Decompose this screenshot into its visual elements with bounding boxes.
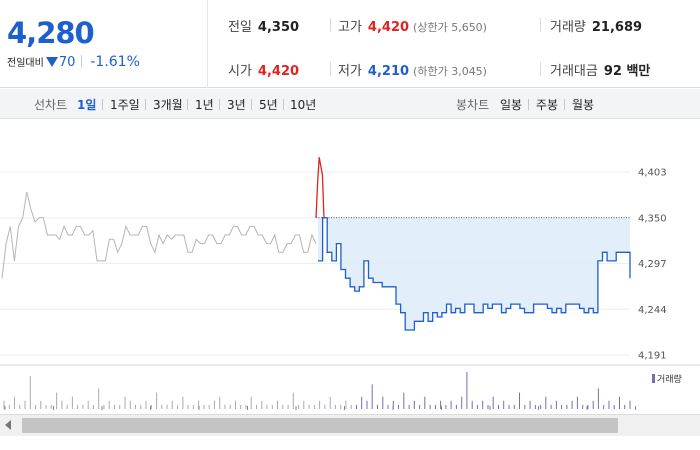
open-price: 시가 4,420 [228,60,299,79]
change-label: 전일대비 [7,58,44,69]
divider [102,99,103,110]
high-price: 고가 4,420 (상한가 5,650) [338,16,487,35]
divider [540,18,541,32]
down-arrow-icon [45,57,58,67]
lower-limit: (하한가 3,045) [413,65,487,78]
amount-value: 92 백만 [603,64,651,79]
tab-1w[interactable]: 1주일 [110,98,140,112]
volume-value: 21,689 [591,20,643,35]
divider [251,99,252,110]
low-price: 저가 4,210 (하한가 3,045) [338,60,487,79]
volume-summary: 거래량 21,689 [550,16,642,35]
divider [330,62,331,76]
prev-close: 전일 4,350 [228,16,299,35]
price-summary: 4,280 전일대비 70 -1.61% 전일 4,350 고가 4,420 (상한가 5… [0,0,700,88]
prev-close-value: 4,350 [257,20,300,35]
low-value: 4,210 [367,64,410,79]
tab-weekly-candle[interactable]: 주봉 [536,98,559,112]
divider [187,99,188,110]
current-price: 4,280 [7,16,95,50]
line-chart-label: 선차트 [34,98,68,112]
today-line [318,217,631,331]
divider [564,99,565,110]
tab-3m[interactable]: 3개월 [153,98,183,112]
intraday-chart: 4,403 4,350 4,297 4,244 4,191 [0,157,700,410]
divider [330,18,331,32]
divider [283,99,284,110]
change-value: 70 [58,55,76,70]
tab-monthly-candle[interactable]: 월봉 [572,98,595,112]
candle-chart-label: 봉차트 [456,98,490,112]
upper-limit: (상한가 5,650) [413,21,487,34]
chart-toolbar: 선차트 1일 1주일 3개월 1년 3년 5년 10년 봉차트 일봉 주봉 월봉 [0,89,700,119]
today-high-line [315,157,325,218]
volume-swatch [652,374,655,383]
open-value: 4,420 [257,64,300,79]
y-tick-label: 4,244 [638,305,667,316]
high-label: 고가 [338,20,362,35]
divider [528,99,529,110]
divider [81,55,83,67]
scroll-left-icon[interactable] [5,420,11,430]
tab-3y[interactable]: 3년 [227,98,246,112]
tab-1d[interactable]: 1일 [77,98,97,112]
open-label: 시가 [228,64,252,79]
tab-10y[interactable]: 10년 [290,98,317,112]
amount-label: 거래대금 [550,64,598,79]
y-tick-label: 4,297 [638,259,667,270]
tab-1y[interactable]: 1년 [195,98,214,112]
chart-scrollbar[interactable] [0,414,700,436]
price-box: 4,280 전일대비 70 -1.61% [0,0,208,88]
prev-close-label: 전일 [228,20,252,35]
change-row: 전일대비 70 -1.61% [7,54,140,70]
scroll-thumb[interactable] [22,418,618,433]
low-label: 저가 [338,64,362,79]
y-axis: 4,403 4,350 4,297 4,244 4,191 [638,168,667,362]
volume-label: 거래량 [550,20,586,35]
divider [219,99,220,110]
high-value: 4,420 [367,20,410,35]
volume-axis-ticks [4,406,636,410]
tab-daily-candle[interactable]: 일봉 [500,98,523,112]
volume-legend-label: 거래량 [657,375,682,385]
y-tick-label: 4,403 [638,168,667,179]
change-percent: -1.61% [90,54,140,70]
volume-legend: 거래량 [652,372,682,385]
tab-5y[interactable]: 5년 [259,98,278,112]
previous-day-line [1,191,317,279]
divider [145,99,146,110]
y-tick-label: 4,350 [638,213,667,224]
volume-bars [3,372,631,409]
trade-amount: 거래대금 92 백만 [550,60,650,79]
divider [540,62,541,76]
y-tick-label: 4,191 [638,351,667,362]
